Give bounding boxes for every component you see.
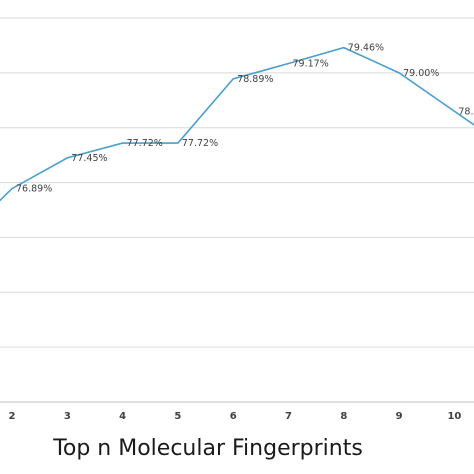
series-line: [0, 46, 474, 202]
data-label: 79.46%: [348, 43, 384, 54]
x-tick-label: 8: [340, 411, 347, 422]
x-tick-label: 2: [9, 411, 16, 422]
x-axis-title: Top n Molecular Fingerprints: [52, 436, 363, 461]
x-tick-label: 3: [64, 411, 71, 422]
x-tick-label: 5: [174, 411, 181, 422]
x-tick-labels: 2 3 4 5 6 7 8 9 10: [9, 411, 462, 422]
data-label: 77.45%: [71, 153, 107, 164]
x-tick-label: 4: [119, 411, 126, 422]
data-labels: 76.89% 77.45% 77.72% 77.72% 78.89% 79.17% 79.4…: [16, 43, 474, 195]
data-label: 76.89%: [16, 184, 52, 195]
data-label: 79.17%: [293, 59, 329, 70]
data-label: 77.72%: [127, 138, 163, 149]
data-label: 78.: [458, 106, 473, 117]
x-tick-label: 10: [447, 411, 461, 422]
data-label: 77.72%: [182, 138, 218, 149]
x-tick-label: 9: [396, 411, 403, 422]
data-label: 78.89%: [237, 74, 273, 85]
x-tick-label: 7: [285, 411, 292, 422]
gridlines: [0, 17, 474, 348]
data-label: 79.00%: [403, 68, 439, 79]
x-tick-label: 6: [230, 411, 237, 422]
